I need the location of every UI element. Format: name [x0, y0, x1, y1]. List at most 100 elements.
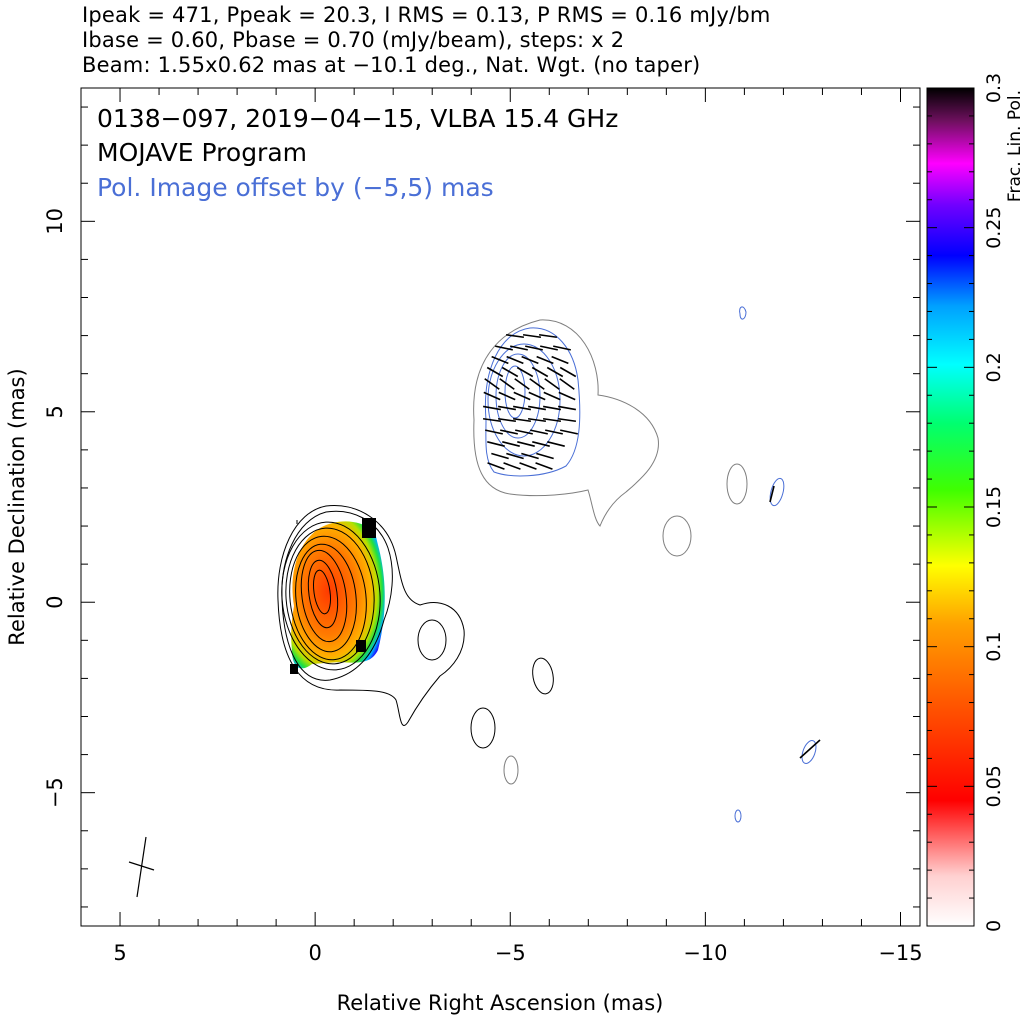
evpa-stick — [500, 429, 518, 435]
evpa-stick — [485, 429, 503, 435]
evpa-stick — [553, 345, 571, 351]
y-tick-label: −5 — [43, 777, 67, 808]
source-annotation: 0138−097, 2019−04−15, VLBA 15.4 GHz — [97, 104, 618, 133]
stokes-i-contours — [277, 504, 554, 749]
evpa-stick — [527, 405, 547, 411]
evpa-vectors — [482, 333, 578, 470]
evpa-stick — [544, 378, 560, 390]
evpa-stick — [497, 417, 517, 423]
x-tick-label: 0 — [308, 941, 321, 965]
evpa-stick — [515, 429, 533, 435]
evpa-stick — [503, 462, 521, 470]
evpa-stick — [521, 452, 539, 460]
y-tick-labels: −5 0 5 10 — [43, 208, 67, 808]
evpa-stick — [557, 405, 577, 411]
evpa-stick — [482, 405, 502, 411]
evpa-stick — [530, 429, 548, 435]
colorbar-tick-label: 0.1 — [983, 632, 1005, 662]
evpa-stick — [543, 391, 561, 401]
evpa-stick — [531, 366, 549, 378]
frac-pol-image — [290, 518, 385, 674]
pol-contours — [484, 306, 817, 823]
evpa-stick — [560, 429, 578, 435]
evpa-stick — [497, 405, 517, 411]
evpa-stick — [519, 462, 537, 470]
colorbar-tick-label: 0.25 — [983, 207, 1005, 249]
x-tick-label: −15 — [878, 941, 922, 965]
evpa-stick — [487, 462, 505, 470]
evpa-stick — [517, 441, 535, 447]
evpa-stick — [514, 378, 530, 390]
colorbar-tick-label: 0.05 — [983, 765, 1005, 807]
evpa-stick — [536, 355, 554, 365]
evpa-stick — [502, 441, 520, 447]
colorbar: 0 0.05 0.1 0.15 0.2 0.25 0.3 Frac. Lin. Pol. — [926, 73, 1025, 932]
evpa-stick — [551, 355, 569, 365]
evpa-stick — [506, 452, 524, 460]
x-tick-label: −5 — [495, 941, 526, 965]
evpa-stick — [528, 391, 546, 401]
beam-marker — [128, 836, 155, 898]
map-content: 0138−097, 2019−04−15, VLBA 15.4 GHz MOJA… — [97, 104, 821, 898]
evpa-stick — [532, 441, 550, 447]
evpa-stick — [513, 391, 531, 401]
evpa-stick — [491, 355, 509, 365]
evpa-stick — [499, 378, 515, 390]
x-tick-label: 5 — [113, 941, 126, 965]
evpa-stick — [522, 333, 542, 339]
evpa-stick — [536, 452, 554, 460]
evpa-stick — [491, 452, 509, 460]
evpa-stick — [545, 429, 563, 435]
colorbar-title: Frac. Lin. Pol. — [1005, 90, 1025, 202]
colorbar-ticks — [927, 87, 974, 927]
header-line-2: Ibase = 0.60, Pbase = 0.70 (mJy/beam), s… — [82, 28, 625, 52]
evpa-stick — [501, 366, 519, 378]
colorbar-tick-label: 0.3 — [983, 73, 1005, 103]
grey-contours — [473, 319, 748, 785]
evpa-stick — [557, 417, 577, 423]
evpa-stick — [512, 417, 532, 423]
plot-frame — [80, 87, 921, 927]
colorbar-tick-labels: 0 0.05 0.1 0.15 0.2 0.25 0.3 — [983, 73, 1005, 932]
evpa-stick — [510, 345, 528, 351]
evpa-stick — [516, 366, 534, 378]
axis-ticks — [80, 88, 920, 926]
evpa-stick — [495, 345, 513, 351]
evpa-stick — [542, 417, 562, 423]
x-axis-title: Relative Right Ascension (mas) — [337, 991, 664, 1015]
evpa-stick — [558, 391, 576, 401]
evpa-stick — [486, 366, 504, 378]
evpa-stick — [483, 391, 501, 401]
header-line-3: Beam: 1.55x0.62 mas at −10.1 deg., Nat. … — [82, 53, 701, 77]
header-line-1: Ipeak = 471, Ppeak = 20.3, I RMS = 0.13,… — [82, 3, 771, 27]
frac-pol-region — [291, 520, 385, 669]
evpa-stick — [547, 441, 565, 447]
evpa-stick — [542, 405, 562, 411]
evpa-vectors-outlier — [769, 485, 821, 759]
evpa-stick — [512, 405, 532, 411]
colorbar-tick-label: 0 — [983, 920, 1005, 932]
evpa-stick — [540, 345, 558, 351]
y-tick-label: 10 — [43, 208, 67, 235]
colorbar-tick-label: 0.15 — [983, 486, 1005, 528]
evpa-stick — [506, 355, 524, 365]
y-axis-title: Relative Declination (mas) — [5, 368, 29, 645]
evpa-stick — [521, 355, 539, 365]
evpa-stick — [487, 441, 505, 447]
evpa-stick — [535, 462, 553, 470]
program-annotation: MOJAVE Program — [97, 138, 307, 167]
pol-offset-annotation: Pol. Image offset by (−5,5) mas — [97, 173, 494, 202]
frac-pol-edge-pixels-left — [290, 664, 298, 674]
x-tick-labels: 5 0 −5 −10 −15 — [113, 941, 922, 965]
evpa-stick — [527, 417, 547, 423]
evpa-stick — [529, 378, 545, 390]
evpa-stick — [498, 391, 516, 401]
frac-pol-edge-pixels-bottom — [356, 640, 366, 652]
evpa-stick — [546, 366, 564, 378]
y-tick-label: 0 — [43, 596, 67, 609]
evpa-stick — [505, 333, 525, 339]
frac-pol-edge-pixels-top — [362, 518, 376, 538]
colorbar-tick-label: 0.2 — [983, 352, 1005, 382]
